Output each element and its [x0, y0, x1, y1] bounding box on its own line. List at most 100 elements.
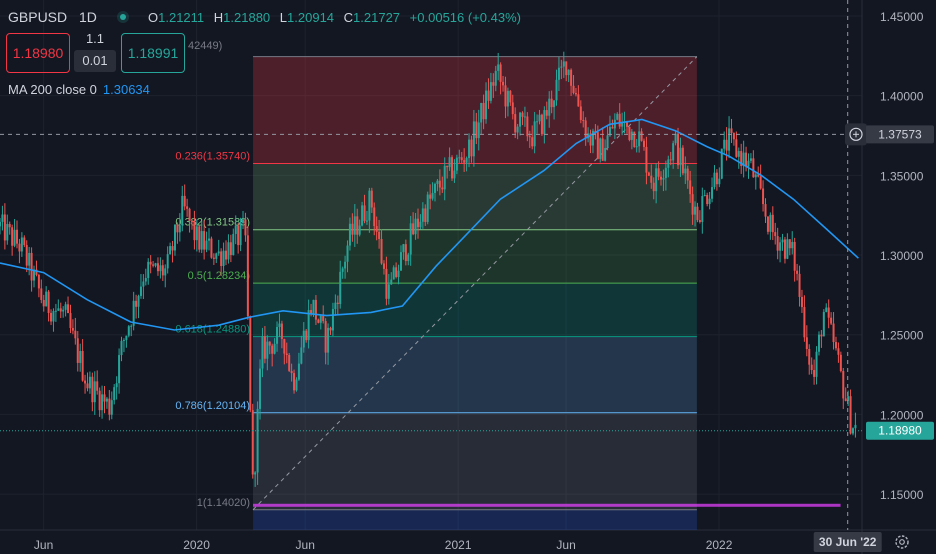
candle-body	[771, 214, 774, 233]
candle-body	[796, 270, 799, 274]
candle-body	[302, 330, 305, 348]
candle-body	[171, 246, 174, 251]
sell-button[interactable]: 1.18980	[6, 33, 70, 73]
candle-body	[392, 267, 395, 280]
candle-body	[0, 221, 1, 227]
low-value: 1.20914	[287, 10, 335, 25]
symbol-title[interactable]: GBPUSD 1D	[8, 9, 97, 25]
candle-body	[698, 220, 701, 222]
candle-body	[813, 370, 816, 377]
plus-circle-icon[interactable]	[849, 127, 863, 141]
candle-body	[735, 139, 738, 157]
price-axis-tick: 1.25000	[880, 329, 924, 343]
candle-body	[732, 133, 735, 140]
candle-body	[105, 398, 108, 402]
candle-body	[720, 148, 723, 179]
candle-body	[322, 315, 325, 322]
candle-body	[259, 368, 262, 409]
candle-body	[441, 187, 444, 190]
candle-body	[16, 229, 19, 244]
candle-body	[356, 216, 359, 235]
ma-legend[interactable]: MA 200 close 0 1.30634	[8, 82, 150, 97]
candle-body	[842, 371, 845, 399]
candle-body	[553, 100, 556, 108]
candle-body	[830, 317, 833, 324]
fib-trend-line[interactable]	[252, 56, 698, 511]
fib-band	[253, 412, 697, 510]
candle-body	[42, 299, 45, 307]
candle-body	[52, 311, 55, 322]
candle-body	[458, 157, 461, 159]
candle-body	[625, 121, 628, 127]
candle-body	[387, 284, 390, 299]
candle-body	[745, 152, 748, 167]
candle-body	[684, 168, 687, 174]
candle-body	[572, 85, 575, 93]
candle-body	[667, 159, 670, 168]
candle-body	[434, 183, 437, 193]
time-axis-tick: Jun	[34, 538, 53, 552]
candle-body	[468, 139, 471, 159]
candle-body	[173, 224, 176, 251]
candle-body	[601, 138, 604, 161]
candle-body	[142, 281, 145, 287]
candle-body	[64, 304, 67, 310]
candle-body	[210, 238, 213, 258]
candle-body	[346, 245, 349, 262]
time-axis-tick: Jun	[556, 538, 575, 552]
candle-body	[103, 394, 106, 402]
candle-body	[266, 341, 269, 359]
candle-body	[854, 424, 857, 429]
candle-body	[825, 307, 828, 312]
candle-body	[115, 383, 118, 388]
candle-body	[647, 172, 650, 176]
candle-body	[847, 396, 850, 401]
candle-body	[448, 157, 451, 168]
candle-body	[681, 147, 684, 174]
candle-body	[545, 110, 548, 116]
ma-200-line[interactable]	[0, 118, 859, 331]
candle-body	[723, 139, 726, 149]
quantity-value[interactable]: 1.1	[85, 31, 105, 46]
horizontal-line[interactable]	[253, 503, 841, 507]
market-status-icon[interactable]	[117, 11, 129, 23]
candle-body	[74, 330, 77, 339]
candle-body	[186, 206, 189, 209]
candle-body	[599, 138, 602, 159]
buy-button[interactable]: 1.18991	[121, 33, 185, 73]
candle-body	[674, 133, 677, 144]
interval-label[interactable]: 1D	[79, 9, 97, 25]
candle-body	[254, 472, 257, 475]
candle-body	[13, 229, 16, 246]
candle-body	[395, 267, 398, 278]
candle-body	[35, 269, 38, 275]
candle-body	[516, 126, 519, 133]
candle-body	[242, 219, 245, 223]
candle-body	[730, 128, 733, 134]
candle-body	[480, 102, 483, 123]
candle-body	[30, 252, 33, 281]
candle-body	[212, 257, 215, 259]
candle-body	[679, 147, 682, 166]
candle-body	[725, 139, 728, 151]
candle-body	[759, 176, 762, 189]
candle-body	[205, 240, 208, 250]
candle-body	[793, 241, 796, 271]
candle-body	[839, 354, 842, 372]
candle-body	[762, 188, 765, 205]
candle-body	[195, 226, 198, 241]
candle-body	[470, 139, 473, 157]
candle-body	[453, 170, 456, 179]
crosshair-price-label: 1.37573	[878, 127, 922, 141]
candle-body	[234, 225, 237, 234]
candle-body	[353, 216, 356, 235]
candle-body	[57, 308, 60, 311]
candle-body	[728, 128, 731, 151]
candle-body	[229, 242, 232, 256]
gear-icon[interactable]	[895, 535, 909, 549]
candle-body	[591, 130, 594, 146]
last-price-badge	[866, 421, 934, 440]
candle-body	[550, 98, 553, 108]
